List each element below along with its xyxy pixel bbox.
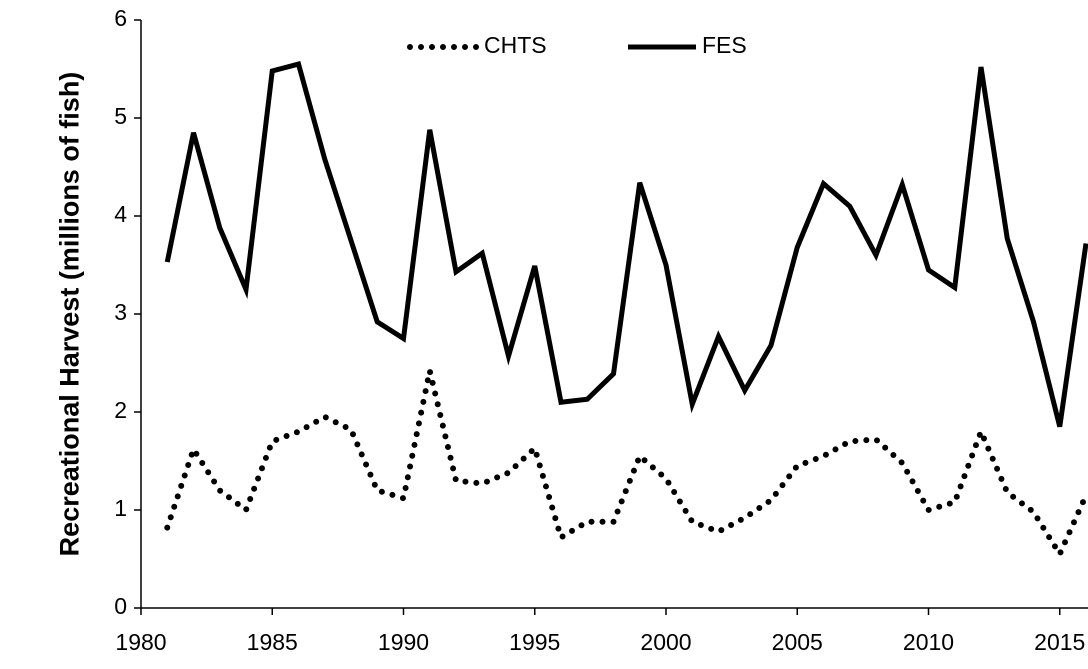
legend-label: CHTS <box>484 32 547 58</box>
series-line <box>164 370 1088 561</box>
x-tick-label: 2015 <box>1034 629 1085 655</box>
x-tick-label: 1985 <box>247 629 298 655</box>
x-tick-label: 1990 <box>378 629 429 655</box>
y-tick-label: 1 <box>114 495 127 521</box>
x-tick-label: 2005 <box>772 629 823 655</box>
x-tick-label: 1980 <box>115 629 166 655</box>
x-tick-label: 2000 <box>640 629 691 655</box>
legend-label: FES <box>702 32 747 58</box>
y-tick-label: 2 <box>114 397 127 423</box>
y-tick-label: 6 <box>114 5 127 31</box>
y-tick-label: 4 <box>114 201 127 227</box>
y-tick-label: 5 <box>114 103 127 129</box>
x-tick-label: 2010 <box>903 629 954 655</box>
y-tick-label: 0 <box>114 593 127 619</box>
series-line <box>164 61 1088 428</box>
x-tick-label: 1995 <box>509 629 560 655</box>
y-axis-label: Recreational Harvest (millions of fish) <box>54 71 85 557</box>
y-tick-label: 3 <box>114 299 127 325</box>
